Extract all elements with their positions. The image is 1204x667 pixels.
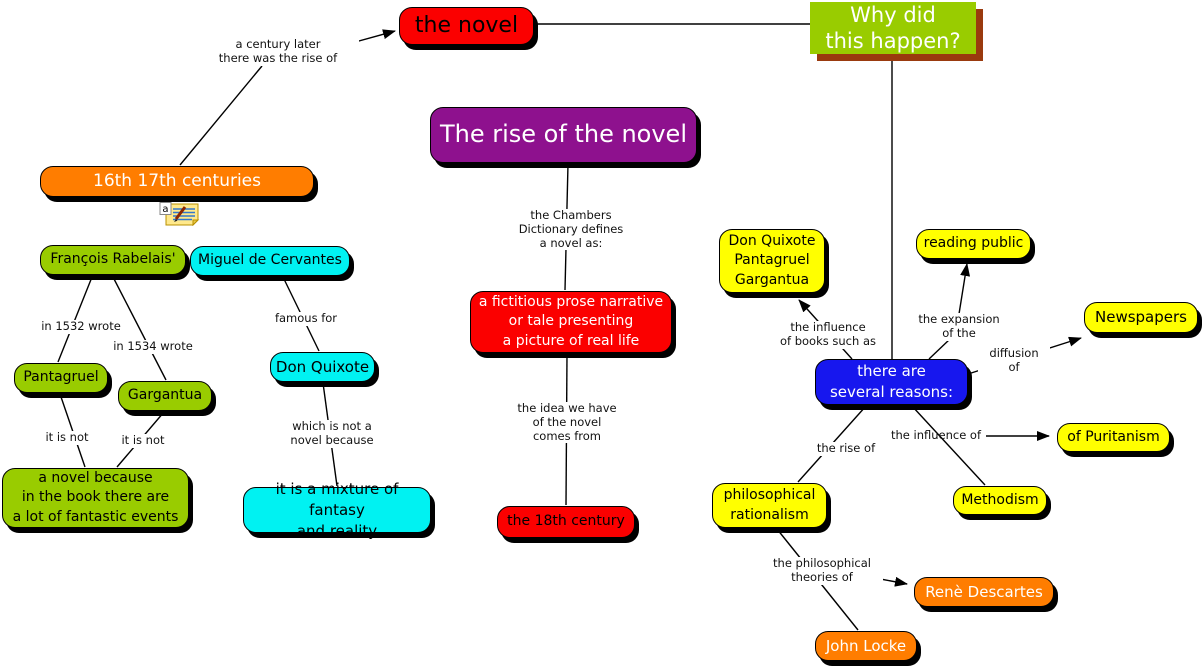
link-label-diffusion[interactable]: diffusion of	[978, 346, 1050, 375]
link-label-in-1532-wrote[interactable]: in 1532 wrote	[34, 319, 128, 334]
node-the-18th-century[interactable]: the 18th century	[497, 506, 635, 538]
link-label-century-later[interactable]: a century later there was the rise of	[197, 37, 359, 66]
node-gargantua[interactable]: Gargantua	[118, 381, 212, 411]
line-reasons-to-methodism	[911, 405, 986, 486]
link-label-it-is-not-1[interactable]: it is not	[38, 430, 96, 445]
node-philosophical-rationalism[interactable]: philosophical rationalism	[712, 483, 827, 528]
node-miguel-de-cervantes[interactable]: Miguel de Cervantes	[190, 246, 350, 276]
node-don-quixote[interactable]: Don Quixote	[270, 352, 375, 382]
node-why-did-this-happen[interactable]: Why did this happen?	[810, 2, 976, 54]
node-the-novel[interactable]: the novel	[399, 7, 534, 45]
annotation-note-icon[interactable]: a	[159, 202, 201, 230]
link-label-rise-of[interactable]: the rise of	[809, 441, 883, 456]
line-expansion-to-reading-public	[958, 263, 971, 315]
link-label-which-is-not[interactable]: which is not a novel because	[281, 419, 383, 448]
link-label-influence-of[interactable]: the influence of	[890, 428, 982, 442]
node-not-a-novel[interactable]: a novel because in the book there are a …	[2, 468, 189, 528]
link-label-in-1534-wrote[interactable]: in 1534 wrote	[106, 339, 200, 354]
link-label-it-is-not-2[interactable]: it is not	[114, 433, 172, 448]
node-methodism[interactable]: Methodism	[953, 486, 1047, 515]
line-rabelais-to-gargantua	[112, 276, 167, 381]
link-label-expansion[interactable]: the expansion of the	[908, 312, 1010, 341]
link-label-theories-of[interactable]: the philosophical theories of	[761, 556, 883, 585]
line-reasons-to-expansion	[928, 338, 951, 360]
node-famous-books[interactable]: Don Quixote Pantagruel Gargantua	[719, 229, 825, 293]
link-label-idea-we-have[interactable]: the idea we have of the novel comes from	[506, 401, 628, 444]
link-label-influence-books[interactable]: the influence of books such as	[767, 320, 889, 349]
node-novel-definition[interactable]: a fictitious prose narrative or tale pre…	[470, 291, 672, 353]
node-francois-rabelais[interactable]: François Rabelais'	[40, 245, 186, 275]
link-label-chambers[interactable]: the Chambers Dictionary defines a novel …	[505, 208, 637, 251]
note-letter: a	[162, 204, 168, 215]
node-newspapers[interactable]: Newspapers	[1084, 302, 1198, 333]
node-rise-of-the-novel[interactable]: The rise of the novel	[430, 107, 697, 163]
link-label-famous-for[interactable]: famous for	[267, 311, 345, 326]
node-reading-public[interactable]: reading public	[916, 229, 1031, 259]
node-fantasy-reality[interactable]: it is a mixture of fantasy and reality	[243, 480, 431, 540]
line-rabelais-to-pantagruel	[57, 276, 93, 363]
line-pantagruel-to-not-a-novel	[59, 393, 86, 468]
node-several-reasons[interactable]: there are several reasons:	[815, 359, 968, 405]
node-pantagruel[interactable]: Pantagruel	[14, 363, 108, 393]
node-16th-17th-centuries[interactable]: 16th 17th centuries	[40, 166, 314, 197]
node-john-locke[interactable]: John Locke	[815, 631, 917, 661]
node-of-puritanism[interactable]: of Puritanism	[1057, 423, 1170, 452]
pencil-icon	[174, 206, 187, 220]
note-icon: a	[159, 202, 200, 227]
node-rene-descartes[interactable]: Renè Descartes	[914, 577, 1054, 607]
line-centuries-to-century-later	[179, 65, 263, 166]
